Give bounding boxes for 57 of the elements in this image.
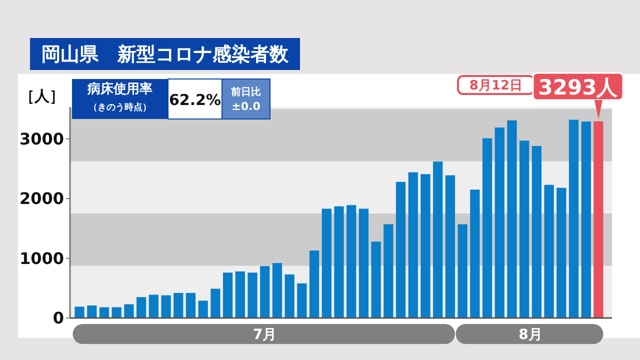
bar bbox=[334, 206, 344, 318]
bar bbox=[396, 182, 406, 318]
bar bbox=[161, 295, 171, 318]
bar bbox=[260, 266, 270, 318]
text: 8月12日 bbox=[469, 78, 523, 94]
text: 7月 bbox=[252, 326, 277, 343]
bar bbox=[309, 250, 320, 318]
bar bbox=[532, 146, 542, 318]
bar bbox=[148, 294, 158, 318]
annotation: ±0.0 bbox=[232, 100, 261, 113]
bar bbox=[507, 120, 517, 318]
text: 前日比 bbox=[230, 86, 261, 98]
y-tick-label: 0 bbox=[52, 308, 64, 328]
text: 病床使用率 bbox=[86, 81, 152, 97]
bar bbox=[297, 283, 307, 318]
y-tick-label: 1000 bbox=[19, 248, 64, 268]
bar bbox=[520, 140, 530, 318]
bar bbox=[445, 175, 456, 318]
bar bbox=[358, 208, 369, 318]
bar bbox=[420, 174, 430, 318]
bar bbox=[136, 297, 146, 318]
bar bbox=[112, 307, 122, 318]
bar bbox=[222, 272, 233, 318]
bar bbox=[568, 120, 579, 318]
bar bbox=[174, 292, 184, 318]
bar bbox=[124, 304, 134, 318]
y-tick-label: 2000 bbox=[19, 189, 64, 208]
data-label: 3293人 bbox=[538, 75, 619, 100]
bar bbox=[235, 271, 245, 318]
bar bbox=[210, 288, 220, 318]
bar bbox=[346, 205, 356, 318]
bar bbox=[433, 162, 443, 318]
bar bbox=[74, 306, 84, 318]
text: 8月 bbox=[518, 326, 542, 343]
bar bbox=[581, 122, 591, 318]
annotation: （きのう時点） bbox=[88, 102, 152, 113]
bar bbox=[371, 242, 381, 318]
bar bbox=[556, 188, 566, 318]
bar bbox=[458, 224, 468, 318]
bar bbox=[248, 272, 258, 318]
bar bbox=[544, 184, 554, 318]
bar bbox=[186, 292, 196, 318]
bar bbox=[384, 224, 394, 318]
bar bbox=[470, 190, 480, 318]
bar bbox=[87, 305, 97, 318]
bar bbox=[284, 274, 294, 318]
bar bbox=[494, 128, 504, 318]
bar bbox=[198, 300, 208, 318]
bar bbox=[99, 307, 110, 318]
bar bbox=[322, 208, 332, 318]
bar bbox=[272, 263, 282, 318]
bar bbox=[482, 138, 492, 318]
y-tick-label: 3000 bbox=[19, 129, 64, 148]
chart-title: 岡山県 新型コロナ感染者数 bbox=[42, 44, 290, 66]
bar bbox=[408, 172, 418, 318]
y-axis-title: ［人］ bbox=[20, 87, 64, 105]
annotation: 62.2% bbox=[168, 91, 222, 109]
